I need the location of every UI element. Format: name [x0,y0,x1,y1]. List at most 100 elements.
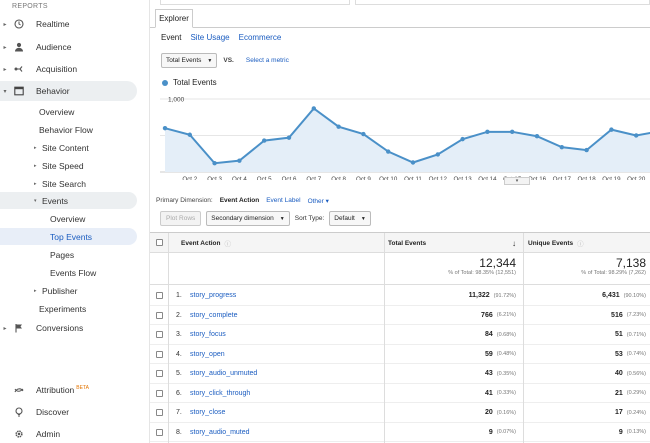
header-total-events[interactable]: Total Events ↓ [388,238,516,248]
expand-caret-icon: ▸ [3,21,7,28]
table-row: 1. story_progress 11,322 (91.72%) 6,431 … [150,286,650,306]
sidebar-item-acquisition[interactable]: ▸ Acquisition [0,59,137,79]
total-events-value: 766 [481,311,493,319]
primary-dimension-event-label[interactable]: Event Label [266,197,301,204]
sidebar-item-events-overview[interactable]: Overview [50,210,85,227]
row-checkbox[interactable] [156,389,163,397]
row-checkbox[interactable] [156,292,163,299]
sidebar-item-label: Audience [36,42,72,52]
event-action-link[interactable]: story_close [190,409,226,416]
sidebar-item-events-flow[interactable]: Events Flow [50,264,96,281]
data-point[interactable] [311,106,316,111]
data-point[interactable] [336,124,341,129]
unique-events-value: 40 [614,370,623,377]
sidebar-item-behavior-overview[interactable]: Overview [39,103,74,120]
behavior-icon [10,86,28,96]
event-action-link[interactable]: story_click_through [190,389,251,397]
event-action-link[interactable]: story_audio_muted [190,428,250,436]
data-point[interactable] [286,135,292,140]
sidebar-item-label: Behavior [36,86,70,96]
subtab-event[interactable]: Event [161,33,182,42]
expand-caret-icon: ▸ [34,180,37,187]
row-checkbox[interactable] [156,370,163,377]
event-action-link[interactable]: story_progress [190,292,237,299]
sidebar-item-behavior-flow[interactable]: Behavior Flow [39,121,93,138]
chart-collapse-button[interactable]: ▾ [504,177,530,185]
row-checkbox[interactable] [156,428,163,436]
data-point[interactable] [187,132,192,137]
sidebar-item-realtime[interactable]: ▸ Realtime [0,14,137,34]
event-action-link[interactable]: story_complete [190,311,238,319]
sidebar-item-site-content[interactable]: ▸ Site Content [34,139,89,156]
unique-events-pct: (0.74%) [626,351,646,357]
sidebar-item-events[interactable]: ▾ Events [0,192,137,209]
sidebar-item-label: Events Flow [50,267,97,278]
data-point[interactable] [559,144,564,150]
help-icon: ⓘ [577,241,584,248]
secondary-dimension-dropdown[interactable]: Secondary dimension ▼ [206,211,290,226]
total-events-total-pct: % of Total: 98.35% (12,551) [448,270,516,276]
sidebar-item-discover[interactable]: Discover [0,402,137,422]
unique-events-total: 7,138 [615,256,646,270]
sidebar-item-admin[interactable]: Admin [0,424,137,443]
select-metric-link[interactable]: Select a metric [245,57,289,64]
row-index: 5. [176,370,182,377]
data-point[interactable] [510,129,515,135]
metric-dropdown[interactable]: Total Events ▼ [161,53,218,68]
sidebar-item-site-search[interactable]: ▸ Site Search [34,175,86,192]
select-all-checkbox[interactable] [156,239,163,246]
event-action-link[interactable]: story_open [190,350,225,358]
collapse-caret-icon: ▾ [3,88,7,95]
event-action-link[interactable]: story_audio_unmuted [190,370,258,377]
data-point[interactable] [534,134,540,139]
table-row: 4. story_open 59 (0.48%) 53 (0.74%) [150,345,650,364]
metric-dropdown-value: Total Events [166,57,202,64]
total-events-pct: (0.68%) [496,331,516,338]
primary-dimension-other[interactable]: Other ▾ [307,198,329,205]
expand-caret-icon: ▸ [3,66,7,73]
data-point[interactable] [584,147,589,153]
sidebar-item-conversions[interactable]: ▸ Conversions [0,318,137,338]
row-checkbox[interactable] [156,409,163,416]
event-action-link[interactable]: story_focus [190,331,226,338]
row-checkbox[interactable] [156,350,163,358]
sidebar-item-label: Attribution BETA [36,385,89,395]
secondary-dimension-label: Secondary dimension [211,215,274,222]
data-point[interactable] [609,127,614,132]
row-checkbox[interactable] [156,331,163,338]
data-point[interactable] [435,152,440,157]
x-tick-label: Oct 16 [528,176,547,180]
sidebar-item-experiments[interactable]: Experiments [39,300,86,317]
data-point[interactable] [460,136,465,142]
data-point[interactable] [212,161,217,166]
expand-caret-icon: ▸ [34,162,37,169]
sort-type-dropdown[interactable]: Default ▼ [329,211,371,226]
sidebar-item-behavior[interactable]: ▾ Behavior [0,81,137,101]
sidebar-item-publisher[interactable]: ▸ Publisher [34,282,77,299]
data-point[interactable] [485,129,490,135]
subtab-ecommerce[interactable]: Ecommerce [238,33,282,42]
x-tick-label: Oct 20 [627,176,646,180]
sidebar-item-site-speed[interactable]: ▸ Site Speed [34,157,84,174]
data-point[interactable] [361,131,366,137]
data-point[interactable] [410,160,416,165]
sidebar-item-audience[interactable]: ▸ Audience [0,37,137,57]
sidebar-item-top-events[interactable]: Top Events [0,228,137,245]
primary-dimension-label: Primary Dimension: [156,197,213,204]
data-point[interactable] [262,138,267,143]
header-event-action[interactable]: Event Action ⓘ [181,239,231,249]
data-point[interactable] [162,125,168,131]
data-point[interactable] [634,133,639,138]
row-checkbox[interactable] [156,311,163,319]
sidebar-item-attribution[interactable]: Attribution BETA [0,380,137,400]
plot-rows-button[interactable]: Plot Rows [160,211,202,226]
data-point[interactable] [237,158,242,163]
expand-caret-icon: ▸ [3,325,7,332]
data-point[interactable] [386,149,391,154]
subtab-site-usage[interactable]: Site Usage [190,33,230,42]
header-unique-events[interactable]: Unique Events ⓘ [528,239,584,249]
sidebar-item-pages[interactable]: Pages [50,246,74,263]
tab-explorer[interactable]: Explorer [155,9,193,28]
events-table: Event Action ⓘ Total Events ↓ Unique Event… [150,232,650,443]
